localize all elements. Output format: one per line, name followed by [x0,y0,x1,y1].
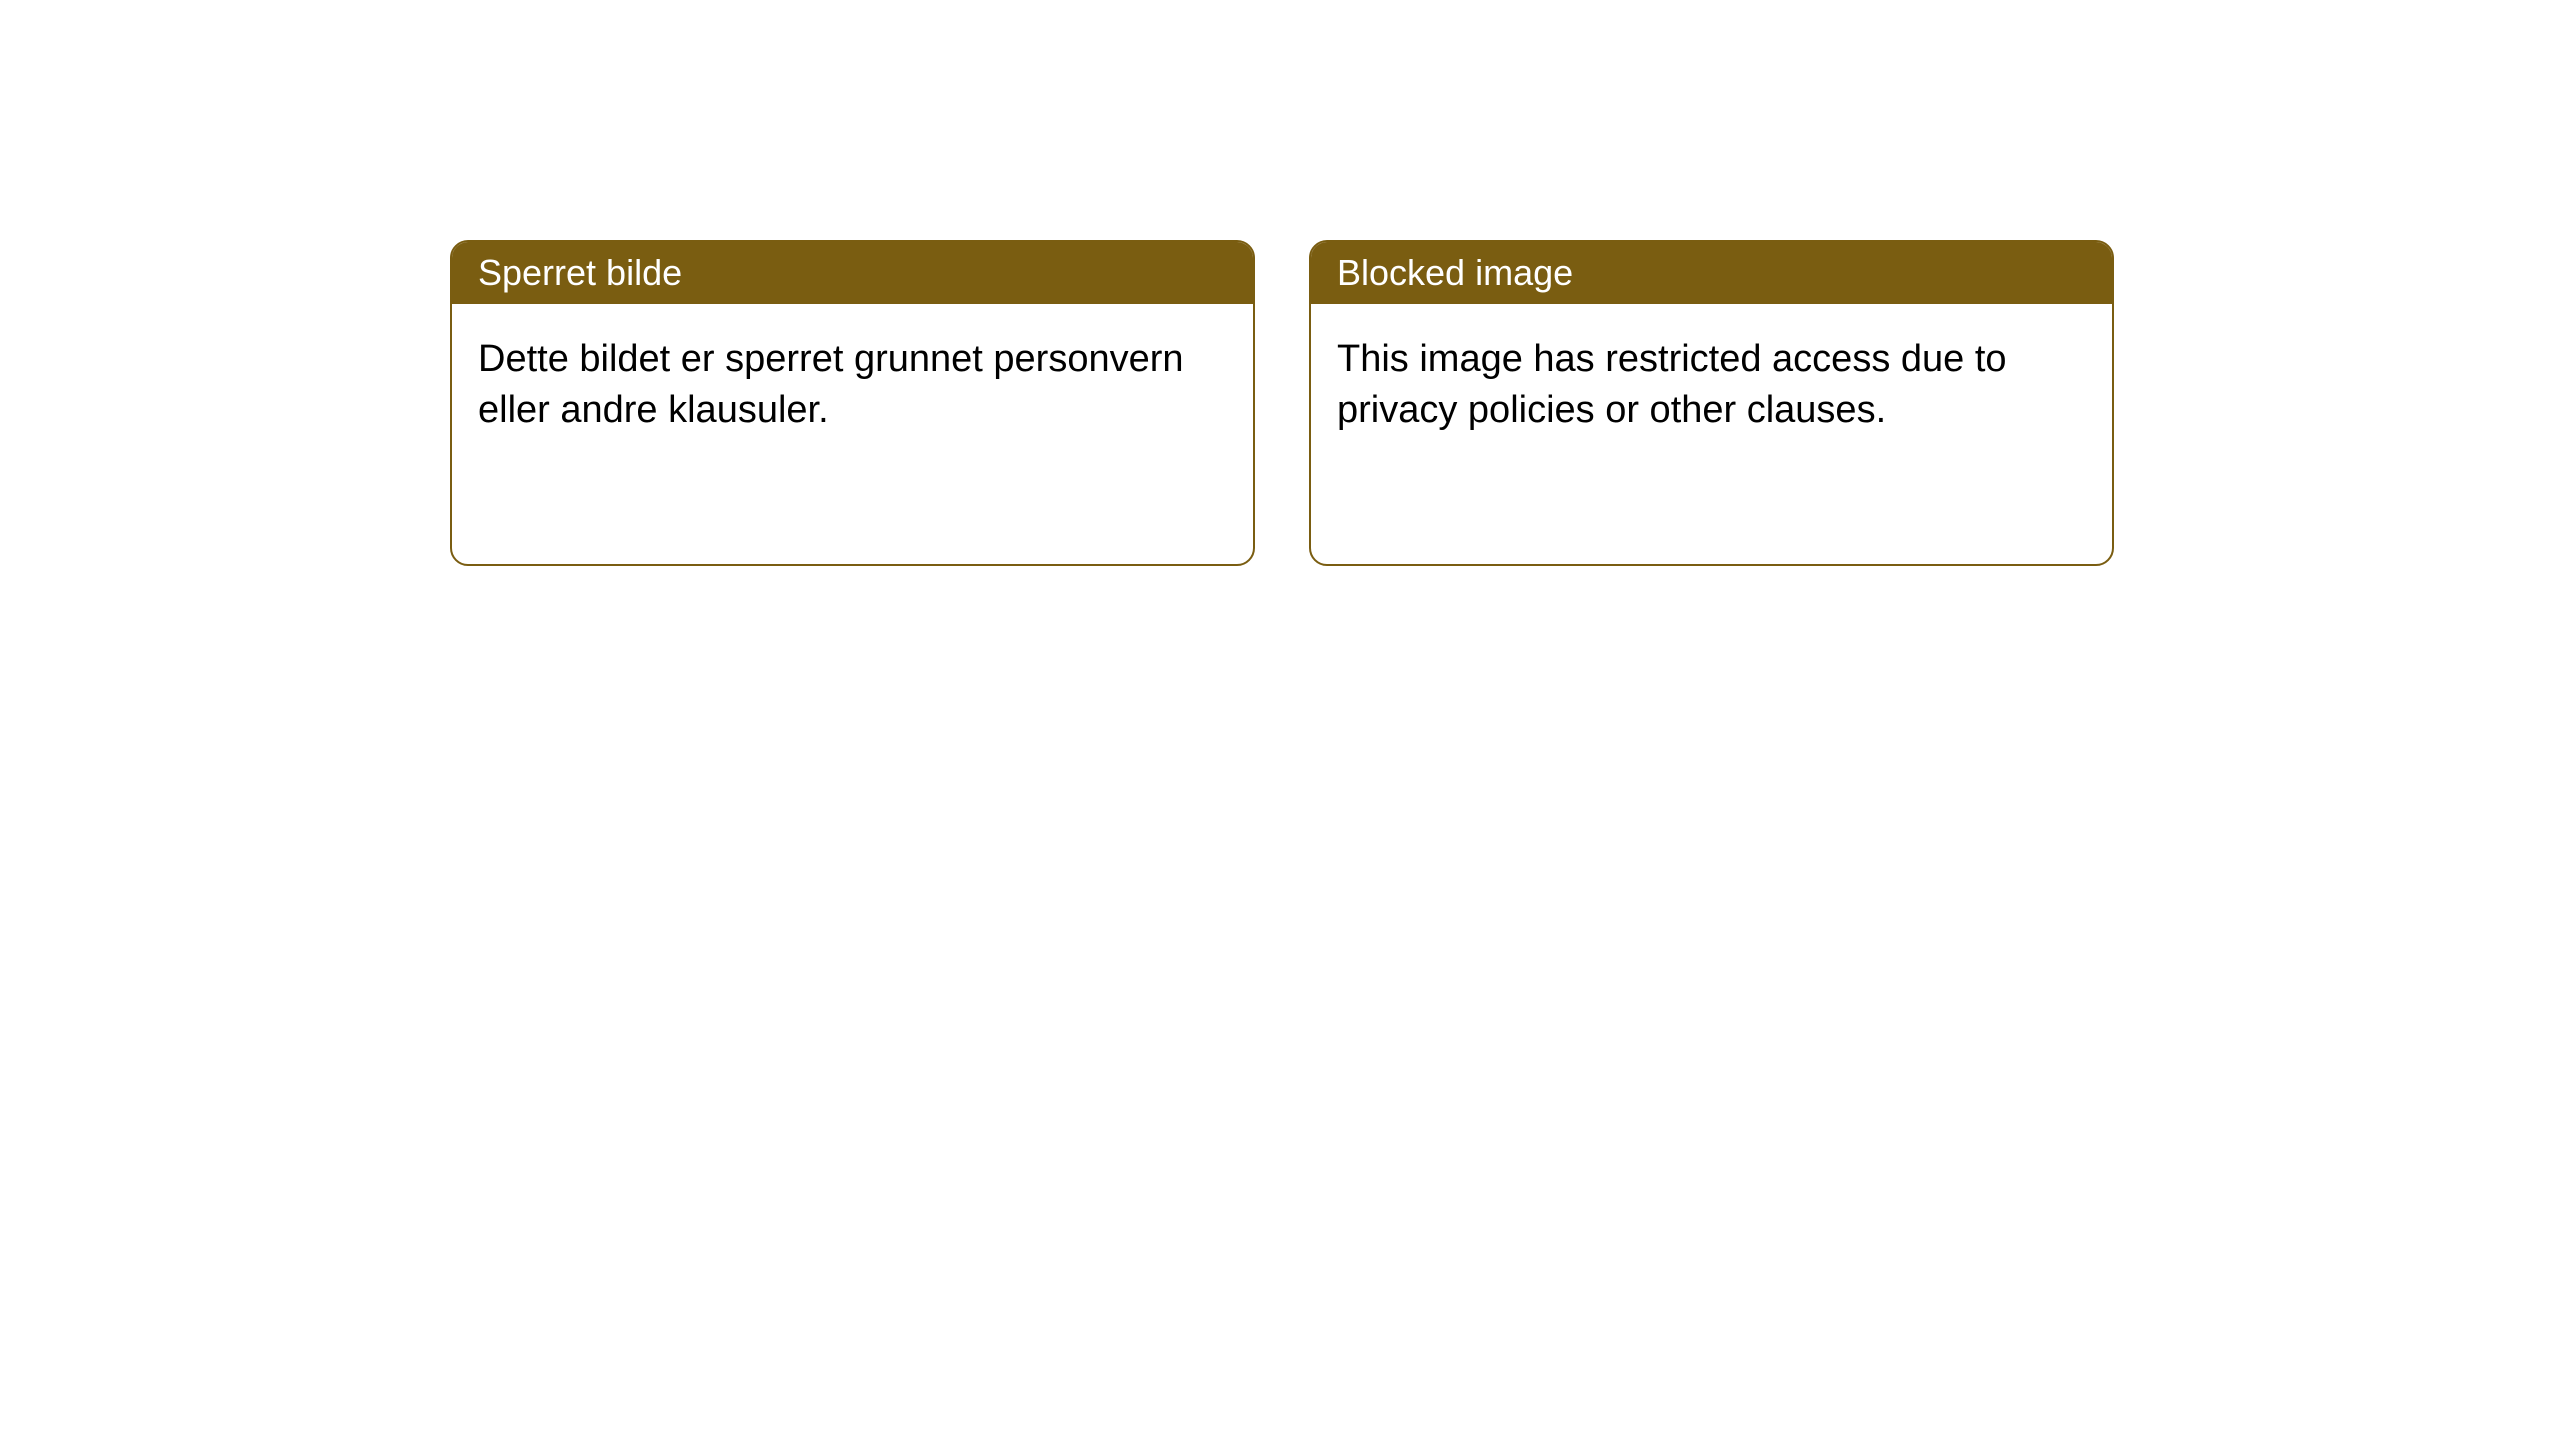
notice-card-norwegian: Sperret bilde Dette bildet er sperret gr… [450,240,1255,566]
notice-title: Blocked image [1311,242,2112,304]
notice-body: This image has restricted access due to … [1311,304,2112,564]
notice-body: Dette bildet er sperret grunnet personve… [452,304,1253,564]
notice-card-english: Blocked image This image has restricted … [1309,240,2114,566]
notice-title: Sperret bilde [452,242,1253,304]
notice-container: Sperret bilde Dette bildet er sperret gr… [0,0,2560,566]
